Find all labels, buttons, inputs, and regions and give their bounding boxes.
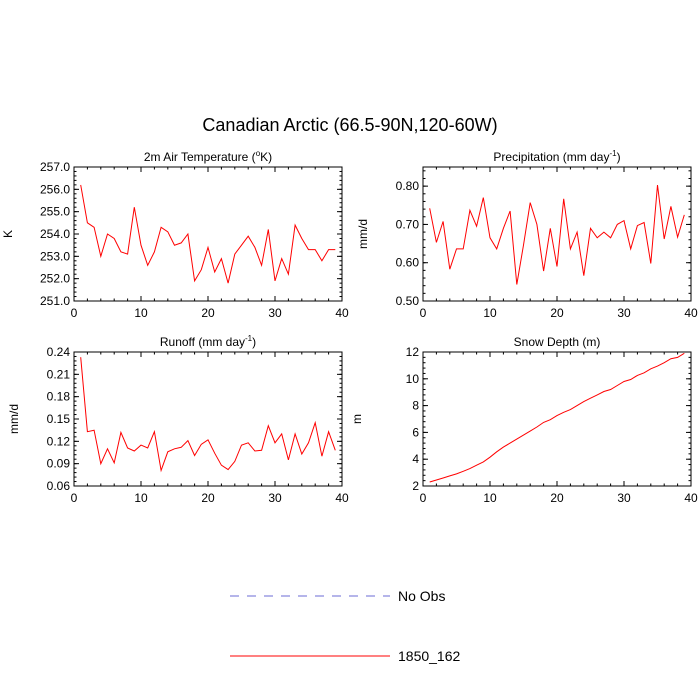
x-tick-label: 30: [268, 491, 282, 505]
y-axis-label: mm/d: [356, 219, 370, 249]
y-tick-label: 4: [412, 452, 419, 466]
x-tick-label: 40: [684, 306, 698, 320]
y-tick-label: 252.0: [40, 272, 70, 286]
x-tick-label: 30: [617, 491, 631, 505]
x-tick-label: 10: [134, 491, 148, 505]
legend-label-no-obs: No Obs: [398, 588, 445, 604]
y-tick-label: 0.21: [47, 367, 71, 381]
panel-title: 2m Air Temperature (oK): [144, 149, 272, 164]
legend-label-1850-162: 1850_162: [398, 648, 461, 664]
y-tick-label: 257.0: [40, 160, 70, 174]
y-tick-label: 254.0: [40, 227, 70, 241]
panel-2m-air-temperature: 2m Air Temperature (oK) K 251.0 252.0 253.0 2…: [1, 149, 349, 320]
x-tick-label: 0: [420, 491, 427, 505]
series-line-1850-162: [429, 352, 685, 483]
x-tick-label: 0: [71, 491, 78, 505]
x-tick-label: 0: [420, 306, 427, 320]
y-tick-label: 6: [412, 425, 419, 439]
y-tick-label: 2: [412, 479, 419, 493]
y-tick-label: 0.18: [47, 390, 71, 404]
y-axis-label: mm/d: [7, 404, 21, 434]
series-line-1850-162: [80, 184, 336, 284]
plot-frame: [73, 351, 343, 487]
figure-title: Canadian Arctic (66.5-90N,120-60W): [202, 115, 497, 135]
panel-title: Precipitation (mm day-1): [493, 149, 620, 164]
series-line-1850-162: [80, 357, 336, 473]
panel-title: Snow Depth (m): [514, 335, 601, 349]
x-tick-label: 30: [617, 306, 631, 320]
x-tick-label: 30: [268, 306, 282, 320]
x-tick-label: 20: [201, 306, 215, 320]
x-tick-label: 10: [483, 306, 497, 320]
legend: No Obs 1850_162: [230, 588, 461, 664]
y-tick-label: 0.24: [47, 345, 71, 359]
panel-snow-depth: Snow Depth (m) m 2 4 6 8 10 12 0 10 20 30 40: [350, 335, 698, 505]
panel-title: Runoff (mm day-1): [160, 334, 256, 349]
y-tick-label: 0.09: [47, 457, 71, 471]
y-tick-label: 256.0: [40, 182, 70, 196]
y-tick-label: 0.60: [396, 256, 420, 270]
y-tick-label: 253.0: [40, 249, 70, 263]
y-tick-label: 0.70: [396, 217, 420, 231]
plot-frame: [422, 351, 692, 487]
x-tick-label: 0: [71, 306, 78, 320]
y-tick-label: 255.0: [40, 205, 70, 219]
plot-frame: [422, 166, 692, 302]
y-tick-label: 10: [406, 372, 420, 386]
y-tick-label: 0.06: [47, 479, 71, 493]
y-tick-label: 0.12: [47, 434, 71, 448]
x-tick-label: 20: [201, 491, 215, 505]
y-tick-label: 0.50: [396, 294, 420, 308]
plot-frame: [73, 166, 343, 302]
x-tick-label: 40: [684, 491, 698, 505]
x-tick-label: 10: [134, 306, 148, 320]
panel-precipitation: Precipitation (mm day-1) mm/d 0.50 0.60 0.70…: [356, 149, 698, 320]
y-axis-label: m: [350, 414, 364, 424]
y-tick-label: 12: [406, 345, 420, 359]
panel-runoff: Runoff (mm day-1) mm/d 0.06 0.09 0.12 0.15 0.1…: [7, 334, 349, 505]
y-axis-label: K: [1, 230, 15, 238]
y-tick-label: 8: [412, 399, 419, 413]
x-tick-label: 20: [550, 306, 564, 320]
x-tick-label: 40: [335, 306, 349, 320]
y-tick-label: 0.15: [47, 412, 71, 426]
x-tick-label: 10: [483, 491, 497, 505]
y-tick-label: 251.0: [40, 294, 70, 308]
y-tick-label: 0.80: [396, 179, 420, 193]
x-tick-label: 20: [550, 491, 564, 505]
series-line-1850-162: [429, 184, 685, 285]
x-tick-label: 40: [335, 491, 349, 505]
